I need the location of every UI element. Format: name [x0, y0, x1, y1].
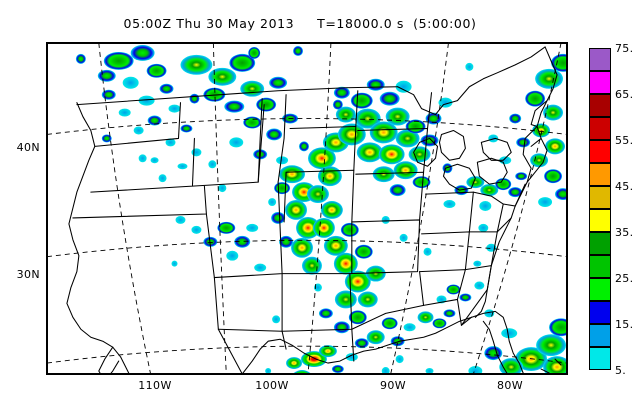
colorbar-tick-75: 75. [615, 42, 634, 55]
colorbar-band-25-30 [589, 255, 611, 278]
map-boundaries [66, 46, 562, 374]
colorbar-tick-25: 25. [615, 272, 634, 285]
map-border [47, 43, 567, 374]
echo-colorado-front-range [175, 165, 322, 275]
colorbar-band-40-45 [589, 186, 611, 209]
map-canvas [47, 43, 567, 374]
xtick-label-110w: 110W [138, 379, 172, 392]
colorbar-tick-5: 5. [615, 364, 627, 377]
map-panel [46, 42, 568, 375]
echo-southern-plains [345, 309, 456, 362]
colorbar-tick-35: 35. [615, 226, 634, 239]
colorbar-band-65-70 [589, 71, 611, 94]
colorbar-band-35-40 [589, 209, 611, 232]
colorbar-band-5-10 [589, 347, 611, 370]
echo-great-lakes [443, 172, 528, 267]
colorbar-band-70-75 [589, 48, 611, 71]
colorbar-band-60-65 [589, 94, 611, 117]
colorbar-tick-65: 65. [615, 88, 634, 101]
colorbar-tick-45: 45. [615, 180, 634, 193]
graticule [47, 43, 567, 374]
colorbar: 75. 65. 55. 45. 35. 25. 15. 5. [589, 42, 633, 377]
colorbar-band-30-35 [589, 232, 611, 255]
echo-northeast [488, 53, 567, 208]
colorbar-band-45-50 [589, 163, 611, 186]
colorbar-tick-15: 15. [615, 318, 634, 331]
colorbar-tick-55: 55. [615, 134, 634, 147]
xtick-label-90w: 90W [379, 379, 407, 392]
colorbar-band-50-55 [589, 140, 611, 163]
colorbar-band-15-20 [589, 301, 611, 324]
colorbar-band-55-60 [589, 117, 611, 140]
xtick-label-100w: 100W [255, 379, 289, 392]
colorbar-band-20-25 [589, 278, 611, 301]
colorbar-band-10-15 [589, 324, 611, 347]
echo-gulf-coast [436, 281, 485, 304]
plot-title: 05:00Z Thu 30 May 2013 T=18000.0 s (5:00… [123, 16, 477, 31]
echo-scattered-cells [75, 45, 474, 374]
ytick-label-30n: 30N [16, 268, 40, 281]
ytick-label-40n: 40N [16, 141, 40, 154]
xtick-label-80w: 80W [496, 379, 524, 392]
